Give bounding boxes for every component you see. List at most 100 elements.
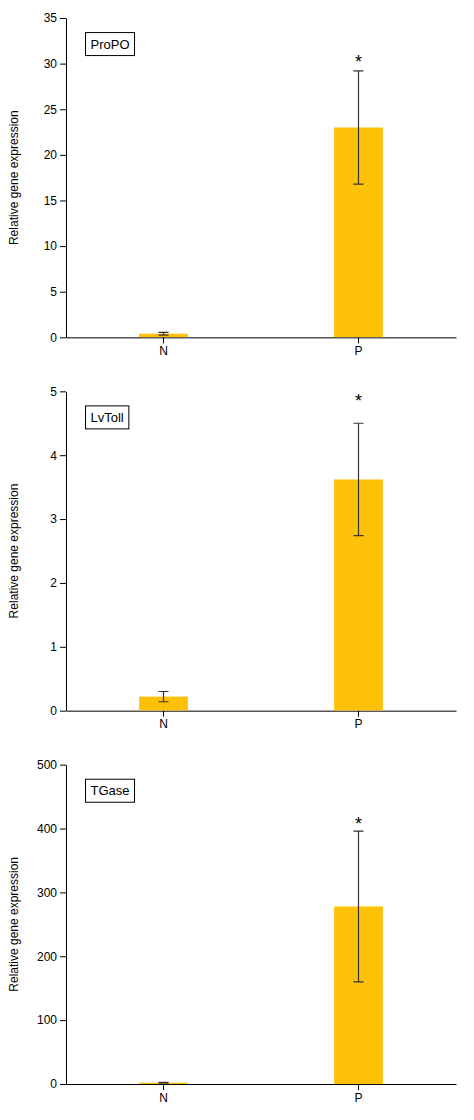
y-tick-label: 100: [37, 1013, 57, 1027]
y-tick-label: 5: [50, 285, 57, 299]
error-bar-cap: [159, 1082, 169, 1083]
error-bar: [159, 332, 169, 335]
chart-container: 05101520253035NPRelative gene expression…: [0, 0, 474, 1120]
error-bar-cap: [159, 701, 169, 702]
x-axis-line: [67, 1084, 457, 1085]
y-tick: 4: [50, 449, 66, 463]
x-tick: P: [354, 337, 362, 358]
title-box: ProPO: [86, 33, 135, 56]
y-tick: 0: [50, 704, 66, 718]
y-axis-line: [66, 392, 67, 711]
x-tick-mark: [358, 337, 359, 343]
y-tick-label: 3: [50, 512, 57, 526]
error-bar-stem: [163, 692, 164, 702]
y-tick-label: 10: [44, 239, 58, 253]
y-tick-label: 200: [37, 950, 57, 964]
x-tick: N: [159, 711, 168, 732]
error-bar-cap: [354, 535, 364, 536]
figure: 05101520253035NPRelative gene expression…: [0, 0, 474, 1120]
error-bar-cap: [159, 332, 169, 333]
y-tick: 3: [50, 512, 66, 526]
error-bar-cap: [159, 334, 169, 335]
error-bar-stem: [358, 423, 359, 535]
x-tick-label: N: [159, 1091, 168, 1105]
x-tick-mark: [358, 711, 359, 717]
title-box: TGase: [86, 779, 135, 802]
y-tick: 20: [44, 148, 66, 162]
y-tick: 35: [44, 11, 66, 25]
y-tick-label: 400: [37, 822, 57, 836]
error-bar-cap: [159, 1082, 169, 1083]
y-tick-mark: [60, 391, 66, 392]
error-bar-stem: [358, 71, 359, 184]
error-bar-cap: [354, 981, 364, 982]
y-axis: 0 100 200 300 400 500: [37, 758, 67, 1091]
y-tick: 0: [50, 1077, 66, 1091]
y-tick-label: 0: [50, 1077, 57, 1091]
y-tick-mark: [60, 155, 66, 156]
error-bar-cap: [354, 183, 364, 184]
x-tick-label: P: [354, 344, 362, 358]
x-tick: N: [159, 337, 168, 358]
y-axis: 0 1 2 3 4 5: [50, 385, 66, 718]
x-tick: P: [354, 1084, 362, 1105]
y-tick-label: 25: [44, 103, 58, 117]
y-tick-label: 15: [44, 194, 58, 208]
x-tick: P: [354, 711, 362, 732]
y-tick-label: 35: [44, 11, 58, 25]
error-bar: [159, 1082, 169, 1084]
plot-area: [139, 71, 383, 337]
y-tick-mark: [60, 765, 66, 766]
panel: 0 100 200 300 400 500 N P Relative gene expressi…: [7, 758, 457, 1105]
y-tick-label: 300: [37, 886, 57, 900]
annotation: *: [355, 391, 362, 411]
y-axis-title: Relative gene expression: [7, 484, 21, 619]
y-tick: 5: [50, 385, 66, 399]
y-tick-mark: [60, 109, 66, 110]
error-bars: [159, 831, 364, 1083]
error-bar: [354, 831, 364, 982]
y-tick-label: 0: [50, 704, 57, 718]
y-tick-label: 1: [50, 640, 57, 654]
x-axis: NP: [67, 337, 457, 358]
y-tick-label: 30: [44, 57, 58, 71]
x-axis-line: [67, 337, 457, 338]
y-tick: 500: [37, 758, 66, 772]
plot-area: [139, 423, 383, 710]
y-axis-title: Relative gene expression: [7, 857, 21, 992]
x-tick-mark: [358, 1084, 359, 1090]
y-tick-label: 0: [50, 331, 57, 345]
title-frame: [86, 779, 135, 802]
y-tick: 1: [50, 640, 66, 654]
title-frame: [86, 33, 135, 56]
y-tick: 10: [44, 239, 66, 253]
error-bars: [159, 423, 364, 701]
y-tick: 200: [37, 950, 66, 964]
y-tick-label: 20: [44, 148, 58, 162]
x-tick-label: N: [159, 717, 168, 731]
y-tick-mark: [60, 64, 66, 65]
error-bar: [159, 692, 169, 702]
y-tick: 300: [37, 886, 66, 900]
y-tick: 25: [44, 103, 66, 117]
y-axis-line: [66, 19, 67, 338]
y-tick-mark: [60, 1020, 66, 1021]
x-tick-label: P: [354, 1091, 362, 1105]
y-tick: 5: [50, 285, 66, 299]
x-tick-mark: [163, 1084, 164, 1090]
y-tick-label: 500: [37, 758, 57, 772]
panel: 012345NPRelative gene expression*LvToll: [7, 385, 457, 732]
y-tick-mark: [60, 647, 66, 648]
y-tick-label: 5: [50, 385, 57, 399]
y-tick: 30: [44, 57, 66, 71]
y-tick: 0: [50, 331, 66, 345]
y-tick: 400: [37, 822, 66, 836]
y-tick-mark: [60, 711, 66, 712]
y-tick-label: 2: [50, 576, 57, 590]
y-tick-label: 4: [50, 449, 57, 463]
y-tick-mark: [60, 956, 66, 957]
x-axis-line: [67, 711, 457, 712]
x-tick: N: [159, 1084, 168, 1105]
y-tick-mark: [60, 455, 66, 456]
annotation: *: [355, 814, 362, 834]
